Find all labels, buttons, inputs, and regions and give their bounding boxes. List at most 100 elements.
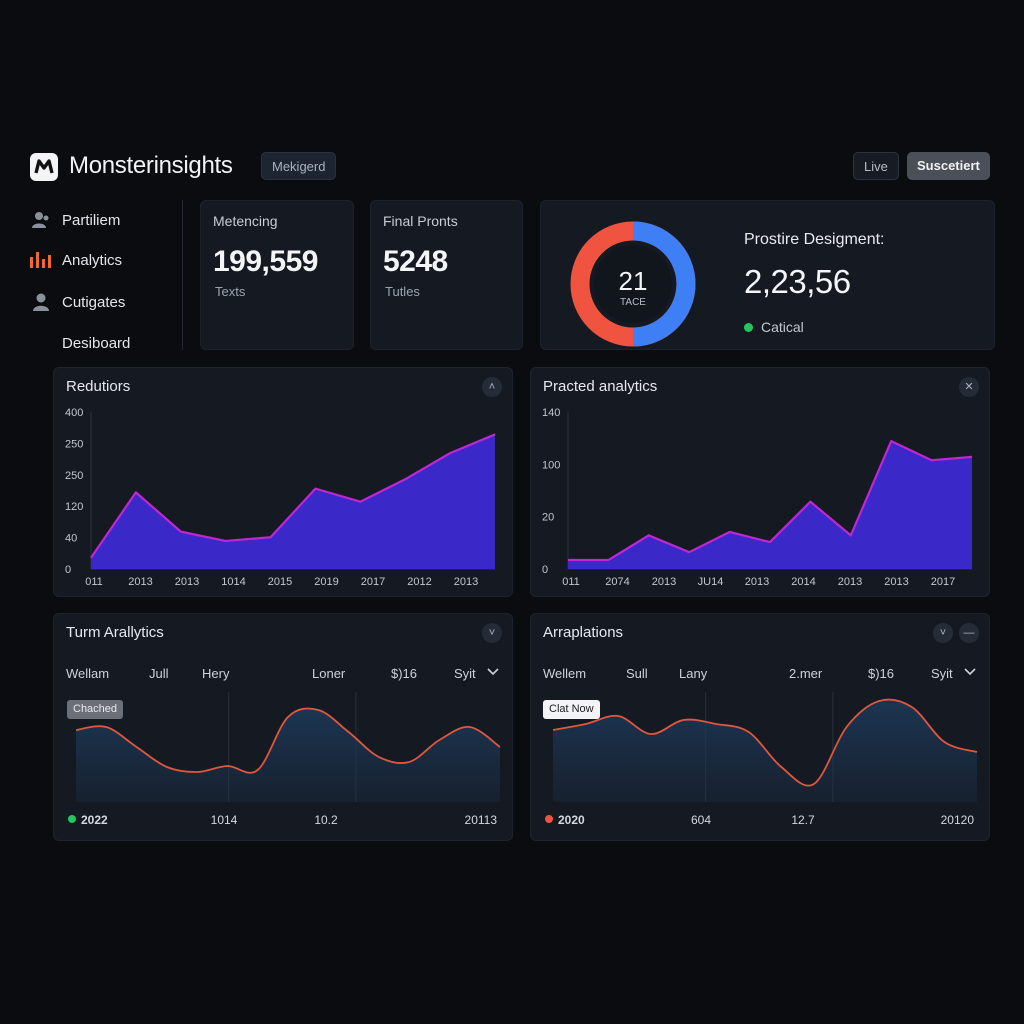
donut-title: Prostire Desigment: bbox=[744, 231, 885, 248]
stat-value: 5248 bbox=[383, 245, 448, 278]
x-tick-label: 2017 bbox=[931, 576, 955, 588]
y-tick-label: 100 bbox=[542, 459, 560, 471]
column-header: Jull bbox=[149, 666, 169, 681]
legend-dot-icon bbox=[545, 815, 553, 823]
panel-arraplations: Wellem Sull Lany 2.mer $)16 Syit 2020 604 12.7 20… bbox=[530, 613, 990, 841]
column-header: Syit bbox=[454, 666, 476, 681]
chat-now-tag[interactable]: Clat Now bbox=[543, 700, 600, 719]
arraplations-chart: Wellem Sull Lany 2.mer $)16 Syit 2020 604 12.7 20… bbox=[543, 666, 978, 827]
area-fill bbox=[91, 434, 495, 569]
y-tick-label: 0 bbox=[65, 564, 71, 576]
submit-button[interactable]: Suscetiert bbox=[907, 152, 990, 180]
y-tick-label: 120 bbox=[65, 501, 83, 513]
footer-value: 604 bbox=[691, 813, 711, 827]
x-tick-label: 2013 bbox=[175, 576, 199, 588]
x-tick-label: 2013 bbox=[884, 576, 908, 588]
column-header: Syit bbox=[931, 666, 953, 681]
footer-value: 20113 bbox=[465, 813, 498, 827]
column-header: Lany bbox=[679, 666, 708, 681]
donut-chart: 21 TACE bbox=[570, 221, 696, 347]
x-tick-label: 2012 bbox=[407, 576, 431, 588]
stat-card-metencing[interactable]: Metencing 199,559 Texts bbox=[200, 200, 354, 350]
column-header: Loner bbox=[312, 666, 346, 681]
y-tick-label: 140 bbox=[542, 407, 560, 419]
footer-value: 10.2 bbox=[314, 813, 338, 827]
x-tick-label: 011 bbox=[562, 576, 580, 588]
sidebar-item-analytics[interactable]: Analytics bbox=[28, 246, 168, 274]
chevron-up-icon[interactable]: ˄ bbox=[482, 377, 502, 397]
x-tick-label: 011 bbox=[85, 576, 103, 588]
y-tick-label: 400 bbox=[65, 407, 83, 419]
panel-title: Turm Arallytics bbox=[66, 624, 164, 641]
series-line bbox=[552, 698, 978, 787]
sidebar-divider bbox=[182, 200, 183, 350]
x-tick-label: 2074 bbox=[605, 576, 629, 588]
column-header: Wellem bbox=[543, 666, 586, 681]
legend-label: 2022 bbox=[81, 813, 108, 827]
sidebar-item-label: Analytics bbox=[62, 251, 123, 269]
x-tick-label: 2013 bbox=[652, 576, 676, 588]
analytics-icon bbox=[28, 250, 54, 270]
donut-center-value: 21 bbox=[619, 266, 648, 296]
x-tick-label: 2014 bbox=[791, 576, 815, 588]
column-header: Sull bbox=[626, 666, 648, 681]
column-header: 2.mer bbox=[789, 666, 823, 681]
y-tick-label: 0 bbox=[542, 564, 548, 576]
column-header: $)16 bbox=[868, 666, 894, 681]
user-icon bbox=[28, 292, 54, 312]
turm-chart: Wellam Jull Hery Loner $)16 Syit 2022 1014 10.2 2… bbox=[66, 666, 501, 827]
chevron-down-icon[interactable]: ˅ bbox=[933, 623, 953, 643]
column-header: $)16 bbox=[391, 666, 417, 681]
panel-redutiors: 400 250 250 120 40 0 011 2013 2013 1014 2015 2019 20… bbox=[53, 367, 513, 597]
minus-icon[interactable]: — bbox=[959, 623, 979, 643]
donut-center-label: TACE bbox=[620, 297, 646, 308]
donut-segment-blue bbox=[632, 221, 696, 347]
chevron-down-icon[interactable]: ˅ bbox=[482, 623, 502, 643]
status-text: Catical bbox=[761, 319, 804, 335]
footer-value: 12.7 bbox=[791, 813, 815, 827]
x-tick-label: 2015 bbox=[268, 576, 292, 588]
x-tick-label: 2013 bbox=[454, 576, 478, 588]
y-tick-label: 250 bbox=[65, 438, 83, 450]
area-fill bbox=[76, 708, 500, 802]
panel-title: Redutiors bbox=[66, 378, 131, 395]
sidebar-item-label: Desiboard bbox=[62, 334, 131, 352]
header: Monsterinsights Mekigerd Live Suscetiert bbox=[30, 150, 996, 184]
y-tick-label: 20 bbox=[542, 512, 554, 524]
sidebar-item-partiliem[interactable]: Partiliem bbox=[28, 206, 168, 234]
dropdown-chevron-icon bbox=[487, 668, 499, 676]
x-tick-label: 2017 bbox=[361, 576, 385, 588]
users-icon bbox=[28, 210, 54, 230]
column-header: Wellam bbox=[66, 666, 109, 681]
segment-chip[interactable]: Mekigerd bbox=[261, 152, 337, 180]
stat-sub: Tutles bbox=[385, 284, 420, 299]
close-icon[interactable]: ✕ bbox=[959, 377, 979, 397]
stat-label: Final Pronts bbox=[383, 213, 458, 229]
donut-card[interactable]: 21 TACE Prostire Desigment: 2,23,56 Cati… bbox=[540, 200, 995, 350]
x-tick-label: JU14 bbox=[698, 576, 724, 588]
y-tick-label: 250 bbox=[65, 470, 83, 482]
dropdown-chevron-icon bbox=[964, 668, 976, 676]
sidebar-item-cutigates[interactable]: Cutigates bbox=[28, 288, 168, 316]
logo-icon bbox=[30, 153, 58, 181]
donut-hole bbox=[594, 245, 672, 323]
stat-value: 199,559 bbox=[213, 245, 318, 278]
status-dot-icon bbox=[744, 322, 753, 332]
panel-title: Arraplations bbox=[543, 624, 624, 641]
live-button[interactable]: Live bbox=[853, 152, 899, 180]
cached-tag[interactable]: Chached bbox=[67, 700, 124, 719]
area-fill bbox=[553, 699, 977, 802]
x-tick-label: 1014 bbox=[221, 576, 245, 588]
sidebar-item-label: Partiliem bbox=[62, 211, 121, 229]
footer-value: 20120 bbox=[941, 813, 975, 827]
stat-card-final-pronts[interactable]: Final Pronts 5248 Tutles bbox=[370, 200, 523, 350]
sidebar-item-desiboard[interactable]: Desiboard bbox=[62, 329, 202, 357]
status-indicator: Catical bbox=[744, 319, 804, 335]
x-tick-label: 2019 bbox=[314, 576, 338, 588]
stat-label: Metencing bbox=[213, 213, 278, 229]
practed-chart: 140 100 20 0 011 2074 2013 JU14 2013 2014 2013 2013… bbox=[542, 407, 973, 588]
footer-value: 1014 bbox=[211, 813, 238, 827]
sidebar-item-label: Cutigates bbox=[62, 293, 126, 311]
panel-practed-analytics: 140 100 20 0 011 2074 2013 JU14 2013 2014 2013 2013… bbox=[530, 367, 990, 597]
